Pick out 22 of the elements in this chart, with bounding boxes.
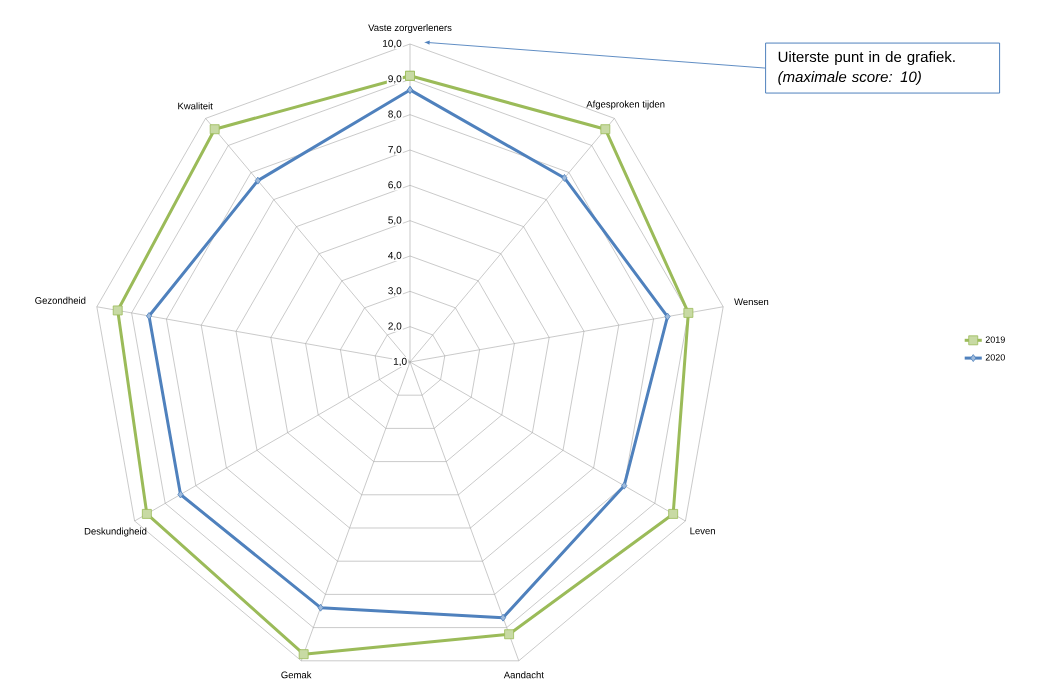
y-tick-label: 4,0 xyxy=(388,251,402,261)
legend-label: 2019 xyxy=(985,336,1005,343)
y-tick-label: 1,0 xyxy=(393,357,407,367)
text: Uiterste punt in de grafiek. (maximale score: 10) xyxy=(778,51,955,86)
y-tick-label: 8,0 xyxy=(388,110,402,119)
y-tick-label: 6,0 xyxy=(388,181,402,190)
spoke-label: Gezondheid xyxy=(35,296,86,304)
spoke-label: Afgesproken tijden xyxy=(586,100,665,110)
y-tick-label: 5,0 xyxy=(388,216,402,225)
spoke-label: Vaste zorgverleners xyxy=(368,24,452,33)
spoke-label: Kwaliteit xyxy=(178,102,213,110)
spoke-label: Gemak xyxy=(281,671,312,679)
y-tick-label: 7,0 xyxy=(388,145,402,155)
spoke-label: Aandacht xyxy=(503,671,544,679)
spoke-label: Deskundigheid xyxy=(84,527,147,537)
y-tick-label: 3,0 xyxy=(388,287,402,296)
y-tick-label: 9,0 xyxy=(388,75,402,84)
spoke-label: Wensen xyxy=(734,298,769,306)
y-tick-label: 10,0 xyxy=(383,39,402,49)
y-tick-label: 2,0 xyxy=(388,322,402,331)
legend-label: 2020 xyxy=(985,354,1005,361)
spoke-label: Leven xyxy=(690,527,715,535)
